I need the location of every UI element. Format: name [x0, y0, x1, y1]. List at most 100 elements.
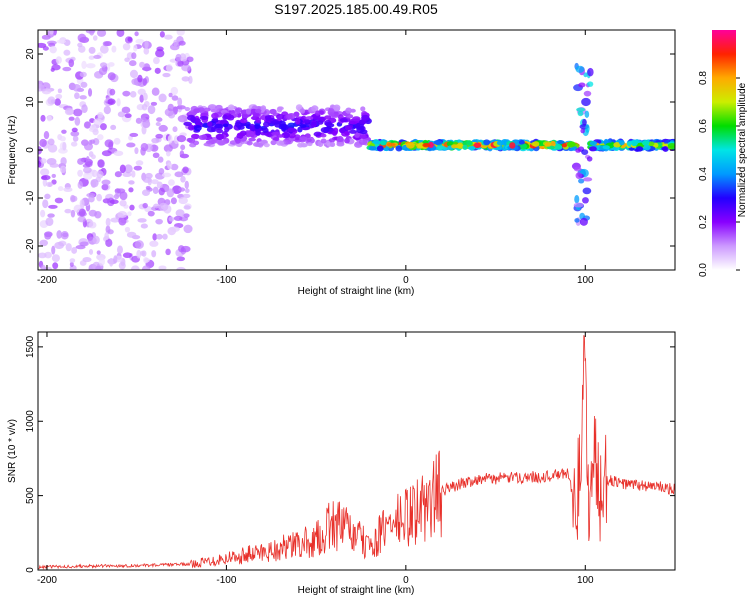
spectrogram-cell — [178, 40, 186, 46]
spectrogram-cell — [181, 76, 190, 82]
spectrogram-cell — [253, 142, 261, 147]
spectrogram-cell — [39, 239, 49, 247]
spectrogram-cell — [45, 217, 54, 227]
spectrogram-cell — [52, 262, 59, 270]
spectrogram-x-tick-label: 0 — [403, 275, 409, 286]
spectrogram-cell — [40, 114, 46, 122]
snr-y-tick-label: 500 — [25, 487, 36, 504]
spectrogram-cell — [235, 137, 241, 144]
spectrogram-cell — [324, 122, 333, 126]
spectrogram-cell — [566, 141, 576, 148]
spectrogram-cell — [103, 105, 111, 115]
spectrogram-cell — [141, 265, 151, 270]
spectrogram-cell — [93, 118, 103, 126]
spectrogram-cell — [276, 134, 285, 138]
spectrogram-cell — [299, 136, 308, 141]
spectrogram-cell — [178, 196, 188, 205]
spectrogram-cell — [144, 40, 149, 49]
spectrogram-cell — [203, 107, 211, 112]
spectrogram-cell — [83, 171, 93, 180]
spectrogram-cell — [582, 187, 592, 195]
spectrogram-cell — [97, 111, 104, 119]
spectrogram-cell — [124, 113, 132, 119]
spectrogram-cell — [88, 209, 97, 217]
spectrogram-cell — [270, 139, 277, 146]
spectrogram-cell — [113, 150, 124, 156]
spectrogram-cell — [90, 139, 96, 144]
spectrogram-cell — [63, 49, 71, 56]
colorbar-tick-label: 0.4 — [698, 167, 709, 181]
spectrogram-cell — [142, 78, 148, 86]
spectrogram-cell — [234, 108, 241, 115]
spectrogram-cell — [131, 170, 136, 178]
spectrogram-cell — [153, 56, 160, 65]
spectrogram-cell — [630, 139, 638, 147]
spectrogram-cell — [602, 145, 610, 150]
spectrogram-cell — [613, 142, 621, 148]
spectrogram-cell — [167, 162, 173, 170]
spectrogram-cell — [124, 226, 131, 233]
spectrogram-cell — [62, 66, 72, 72]
spectrogram-cell — [96, 30, 107, 37]
spectrogram-cell — [162, 233, 168, 240]
spectrogram-cell — [395, 145, 403, 152]
spectrogram-cell — [532, 141, 540, 147]
spectrogram-cell — [119, 164, 126, 174]
spectrogram-cell — [276, 113, 285, 120]
spectrogram-cell — [297, 126, 303, 133]
snr-x-ticks: -200 -100 0 100 — [37, 332, 594, 586]
spectrogram-cell — [126, 231, 137, 238]
spectrogram-cell — [79, 199, 85, 208]
spectrogram-cell — [90, 179, 97, 188]
spectrogram-cell — [92, 128, 99, 136]
spectrogram-cell — [215, 104, 223, 110]
spectrogram-cell — [178, 187, 186, 192]
spectrogram-cell — [348, 129, 357, 134]
figure-title: S197.2025.185.00.49.R05 — [274, 1, 438, 17]
spectrogram-cell — [158, 93, 167, 103]
spectrogram-cell — [147, 177, 152, 186]
spectrogram-cell — [77, 33, 87, 43]
spectrogram-cell — [433, 140, 443, 146]
spectrogram-cell — [128, 180, 135, 185]
spectrogram-xlabel: Height of straight line (km) — [298, 286, 415, 297]
spectrogram-cell — [143, 47, 150, 55]
spectrogram-cell — [119, 191, 128, 201]
spectrogram-cell — [141, 103, 148, 111]
spectrogram-cell — [224, 126, 230, 133]
spectrogram-cell — [47, 138, 55, 146]
spectrogram-cell — [473, 142, 482, 148]
spectrogram-cell — [176, 30, 185, 36]
spectrogram-cell — [642, 139, 650, 146]
spectrogram-cell — [88, 46, 96, 54]
spectrogram-cell — [127, 36, 133, 42]
spectrogram-cell — [110, 217, 120, 223]
spectrogram-cell — [96, 250, 101, 255]
spectrogram-cell — [70, 194, 76, 203]
spectrogram-cell — [44, 251, 52, 259]
spectrogram-cell — [168, 179, 175, 186]
spectrogram-cell — [561, 143, 568, 148]
spectrogram-cell — [306, 138, 312, 143]
spectrogram-cell — [582, 118, 587, 126]
snr-frame — [37, 331, 676, 571]
spectrogram-cell — [581, 97, 591, 107]
spectrogram-cell — [577, 110, 584, 117]
spectrogram-cell — [84, 121, 91, 129]
spectrogram-cell — [44, 193, 51, 200]
spectrogram-cell — [102, 41, 109, 47]
spectrogram-cell — [51, 64, 61, 71]
spectrogram-cell — [356, 127, 365, 134]
spectrogram-cell — [150, 101, 158, 106]
spectrogram-y-tick-label: 10 — [25, 96, 36, 108]
spectrogram-cell — [74, 116, 81, 126]
spectrogram-cell — [336, 141, 345, 147]
snr-x-tick-label: 100 — [577, 575, 594, 586]
colorbar-tick-label: 0.6 — [698, 119, 709, 133]
spectrogram-cell — [96, 193, 103, 202]
spectrogram-cell — [63, 187, 73, 193]
spectrogram-cell — [49, 30, 54, 35]
spectrogram-cell — [177, 115, 188, 123]
spectrogram-cell — [180, 245, 191, 253]
spectrogram-cell — [54, 197, 64, 204]
